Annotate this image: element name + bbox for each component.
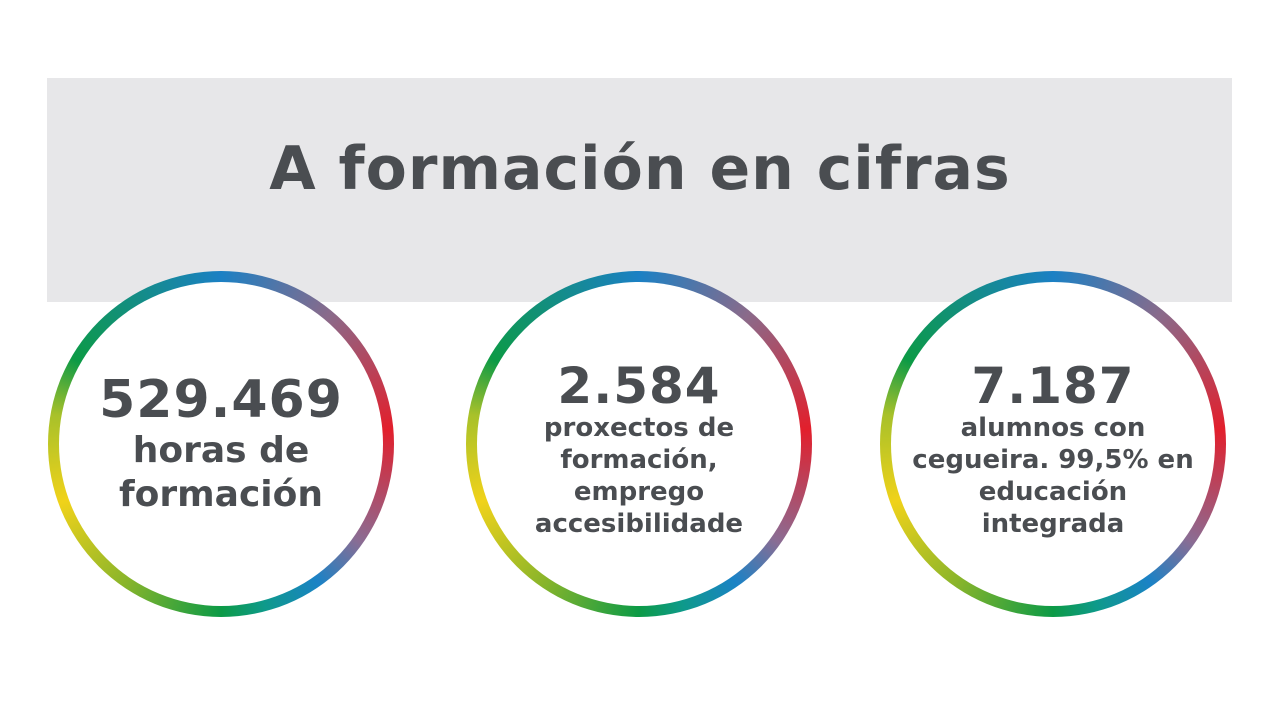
page-title: A formación en cifras <box>269 134 1011 204</box>
stat-label-line: formación, <box>560 445 718 475</box>
stat-label-line: cegueira. 99,5% en <box>912 445 1194 475</box>
stat-label-line: formación <box>119 474 323 515</box>
title-band <box>47 78 1232 302</box>
stat-circle-projects: 2.584 proxectos de formación, emprego ac… <box>466 271 812 617</box>
stat-label-line: emprego <box>573 477 705 507</box>
stat-number: 529.469 <box>99 370 343 430</box>
stat-number: 7.187 <box>971 357 1135 415</box>
stat-number: 2.584 <box>557 357 721 415</box>
stat-label-line: alumnos con <box>960 413 1146 443</box>
stat-label-line: educación <box>978 477 1128 507</box>
stat-label-line: proxectos de <box>543 413 735 443</box>
stat-label-line: accesibilidade <box>534 509 744 539</box>
stat-label-line: integrada <box>981 509 1125 539</box>
stat-circle-hours: 529.469 horas de formación <box>48 271 394 617</box>
stat-label-line: horas de <box>132 430 310 471</box>
stat-circle-students: 7.187 alumnos con cegueira. 99,5% en edu… <box>880 271 1226 617</box>
